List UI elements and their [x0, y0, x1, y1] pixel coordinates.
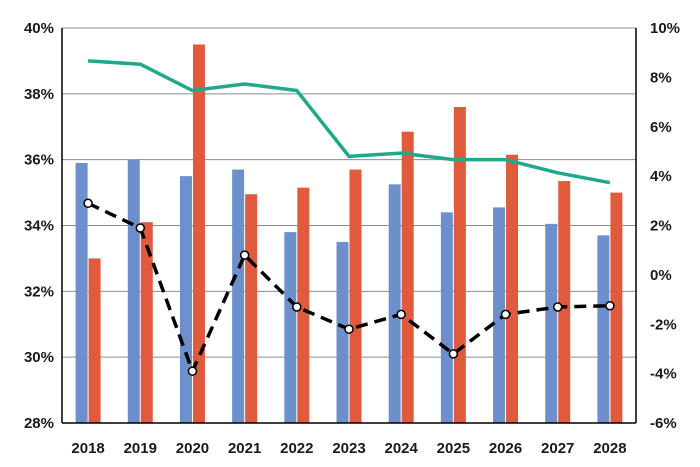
right-tick-label: 2% — [650, 218, 672, 235]
line-point — [396, 309, 406, 320]
x-tick-label: 2019 — [124, 440, 157, 457]
left-tick-label: 32% — [24, 283, 54, 300]
left-tick-label: 34% — [24, 218, 54, 235]
bar — [192, 44, 205, 423]
bar — [493, 207, 506, 423]
bar — [388, 184, 401, 423]
left-tick-label: 40% — [24, 20, 54, 37]
x-tick-label: 2021 — [228, 440, 261, 457]
line-point — [500, 309, 511, 320]
bar — [336, 241, 349, 423]
line-point — [83, 198, 93, 209]
bar — [558, 181, 571, 423]
right-tick-label: 8% — [650, 69, 672, 86]
x-tick-label: 2022 — [280, 440, 313, 457]
bar — [179, 176, 192, 423]
gridlines — [62, 27, 636, 358]
bar — [453, 107, 466, 423]
x-tick-label: 2024 — [384, 440, 418, 457]
bar — [349, 169, 362, 423]
bar — [88, 258, 101, 423]
solid-line — [87, 59, 611, 185]
line-point — [552, 302, 563, 312]
bar — [440, 212, 453, 423]
right-tick-label: 4% — [650, 168, 672, 185]
line-point — [239, 250, 250, 260]
left-tick-label: 28% — [24, 415, 54, 432]
bar — [245, 194, 258, 423]
line-point — [135, 223, 146, 233]
right-tick-label: 0% — [650, 267, 672, 284]
x-tick-label: 2025 — [437, 440, 470, 457]
x-tick-label: 2023 — [332, 440, 365, 457]
left-tick-label: 30% — [24, 349, 54, 366]
line-point — [448, 349, 459, 359]
x-tick-label: 2018 — [71, 440, 104, 457]
x-tick-label: 2026 — [489, 440, 522, 457]
right-tick-label: -4% — [650, 366, 677, 383]
line-markers — [83, 198, 615, 376]
x-tick-label: 2028 — [593, 440, 626, 457]
right-axis-ticks: -6% -4% -2% 0% 2% 4% 6% 8% 10% — [650, 20, 680, 432]
bar — [75, 162, 88, 424]
x-axis-ticks: 2018 2019 2020 2021 2022 2023 2024 2025 2026 2027… — [71, 440, 626, 457]
bar — [232, 169, 245, 423]
bar — [597, 235, 610, 423]
bar — [610, 192, 623, 423]
bar-series — [75, 44, 623, 424]
bar — [401, 131, 414, 423]
bar — [284, 232, 297, 423]
bar — [506, 154, 519, 423]
left-tick-label: 38% — [24, 86, 54, 103]
left-tick-label: 36% — [24, 152, 54, 169]
right-tick-label: 10% — [650, 20, 680, 37]
axes — [61, 28, 637, 424]
right-tick-label: -2% — [650, 316, 677, 333]
dashed-line — [87, 201, 610, 373]
line-point — [187, 366, 198, 376]
left-axis-ticks: 28% 30% 32% 34% 36% 38% 40% — [24, 20, 54, 432]
bar — [140, 222, 153, 423]
x-tick-label: 2027 — [541, 440, 574, 457]
right-tick-label: 6% — [650, 119, 672, 136]
line-point — [344, 324, 354, 334]
x-tick-label: 2020 — [176, 440, 209, 457]
bar — [297, 187, 310, 423]
line-point — [605, 300, 615, 311]
line-point — [292, 302, 302, 312]
bar — [127, 159, 140, 423]
right-tick-label: -6% — [650, 415, 677, 432]
bar — [545, 223, 558, 423]
